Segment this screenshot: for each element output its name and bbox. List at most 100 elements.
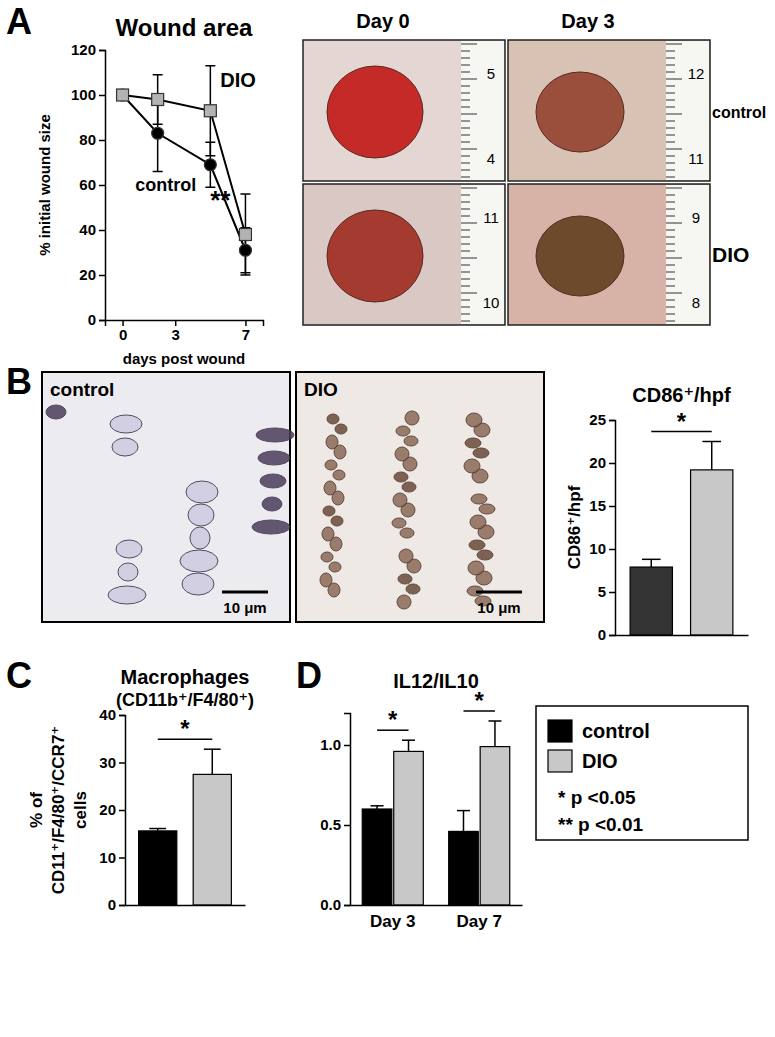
ruler-tick	[666, 51, 675, 52]
cell	[112, 438, 138, 456]
cell	[477, 550, 493, 560]
axis-line	[119, 716, 126, 906]
tick: 40	[79, 221, 105, 238]
cell	[464, 459, 480, 473]
cell	[479, 504, 495, 514]
ruler-tick	[461, 272, 470, 273]
panel-letter: B	[6, 361, 32, 402]
tick: 0	[88, 311, 105, 328]
tick-label: 60	[79, 176, 96, 193]
ruler-tick	[461, 307, 470, 308]
legend-swatch	[548, 720, 572, 742]
ruler-label: 12	[688, 65, 705, 82]
ruler-tick	[461, 163, 470, 164]
cell	[321, 552, 333, 562]
cell	[190, 527, 210, 549]
error-bar	[149, 829, 166, 831]
axis-line	[616, 635, 749, 637]
ruler-tick	[666, 86, 675, 87]
tick-mark	[99, 320, 105, 322]
tick-mark	[609, 549, 615, 551]
ruler-label: 11	[483, 209, 499, 226]
ruler-tick	[461, 107, 470, 108]
axis-line	[126, 905, 246, 907]
wound	[536, 72, 624, 152]
tick-mark	[609, 463, 615, 465]
ruler-tick	[666, 251, 675, 252]
ruler-tick	[666, 114, 682, 115]
tick-label: 100	[71, 86, 96, 103]
cell	[331, 516, 343, 526]
ruler-tick	[666, 79, 682, 80]
tick-mark	[99, 140, 105, 142]
bar	[139, 831, 177, 905]
ruler-tick	[666, 265, 675, 266]
legend-label: DIO	[582, 750, 618, 772]
tick-mark	[609, 592, 615, 594]
ruler-tick	[461, 230, 470, 231]
series-label: DIO	[220, 69, 256, 91]
chart-title: Wound area	[116, 14, 254, 41]
ruler-tick	[461, 72, 470, 73]
tick: 0	[108, 896, 125, 913]
panel-letter: C	[6, 655, 32, 696]
y-axis-title: % of	[27, 792, 46, 828]
chart: 037020406080100120Wound areadays post wo…	[36, 14, 264, 367]
ruler-tick	[461, 51, 470, 52]
ruler-tick	[461, 128, 470, 129]
cell	[402, 482, 416, 492]
ruler-tick	[666, 230, 675, 231]
bar	[362, 809, 392, 905]
ruler	[461, 185, 504, 324]
ruler-tick	[666, 72, 675, 73]
error-bar	[240, 194, 250, 275]
ruler	[666, 185, 709, 324]
significance: *	[677, 408, 687, 435]
ruler-tick	[666, 156, 675, 157]
annotation: **	[210, 185, 231, 215]
error-line	[463, 811, 465, 832]
error-cap	[488, 720, 501, 722]
tick: 5	[598, 583, 615, 600]
tick: 0	[119, 320, 127, 343]
error-cap	[240, 274, 250, 276]
error-bar	[205, 66, 215, 156]
tick: 120	[71, 41, 105, 58]
tick: 1.0	[320, 736, 350, 753]
micrograph-label: control	[50, 379, 114, 400]
cell	[397, 595, 411, 609]
axis-line	[609, 421, 616, 636]
tick-mark	[99, 230, 105, 232]
ruler	[461, 41, 504, 180]
micrograph: DIO10 μm	[296, 372, 544, 622]
legend-note: ** p <0.01	[558, 814, 643, 835]
ruler-tick	[461, 142, 470, 143]
marker	[152, 94, 164, 106]
tick-label: 40	[99, 706, 116, 723]
marker	[204, 159, 216, 171]
tick-label: 25	[589, 411, 606, 428]
micrograph: control10 μm	[42, 372, 294, 622]
cell	[258, 451, 290, 465]
cell	[188, 504, 214, 526]
tick-label: 1.0	[320, 736, 341, 753]
tick-label: 7	[242, 326, 250, 343]
tick: 10	[99, 849, 125, 866]
tick: 25	[589, 411, 615, 428]
ruler-tick	[666, 135, 675, 136]
tick: 20	[99, 801, 125, 818]
ruler-tick	[666, 321, 675, 322]
tick: Day 7	[457, 905, 502, 931]
ruler-tick	[461, 170, 470, 171]
ruler-tick	[461, 135, 470, 136]
ruler-tick	[461, 265, 470, 266]
cell	[393, 493, 407, 507]
ruler-tick	[666, 237, 675, 238]
error-bar	[702, 442, 721, 470]
ruler-tick	[461, 251, 470, 252]
error-cap	[402, 739, 415, 741]
ruler-tick	[461, 244, 470, 245]
tick-label: Day 7	[457, 912, 502, 931]
tick: 0	[598, 626, 615, 643]
tick: 20	[79, 266, 105, 283]
